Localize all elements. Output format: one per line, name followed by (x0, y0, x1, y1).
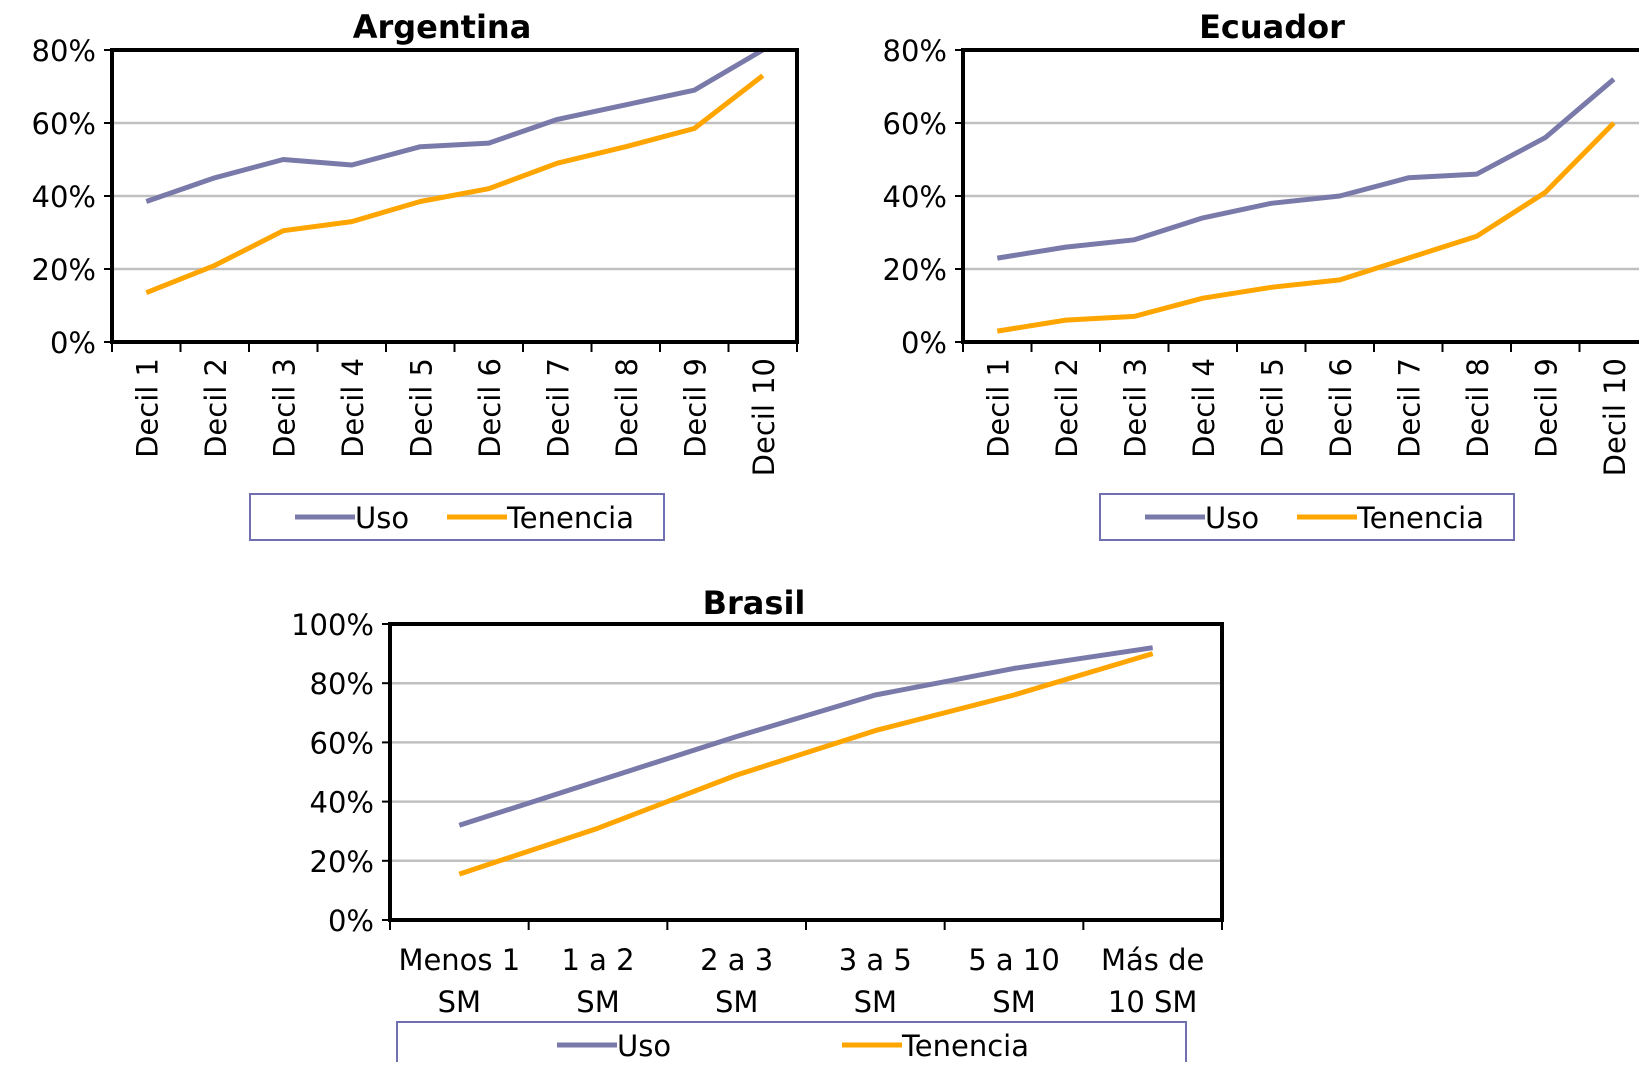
chart-ecuador: Ecuador 0% 20% 40% 60% 80% Decil 1 Decil 2 Decil… (883, 8, 1639, 540)
legend: Uso Tenencia (397, 1022, 1186, 1062)
x-tick-label: SM (576, 985, 619, 1019)
chart-title: Brasil (703, 584, 806, 622)
y-tick-label: 60% (883, 107, 947, 141)
x-tick-label: Decil 10 (1598, 358, 1632, 476)
y-tick-label: 0% (901, 326, 947, 360)
x-tick-label: SM (715, 985, 758, 1019)
x-tick-label: 10 SM (1108, 985, 1198, 1019)
x-tick-label: SM (854, 985, 897, 1019)
x-tick-label: Menos 1 (398, 943, 520, 977)
y-tick-label: 60% (32, 107, 96, 141)
x-tick-label: 1 a 2 (561, 943, 634, 977)
x-tick-label: Decil 8 (1461, 358, 1495, 458)
chart-title: Argentina (353, 8, 532, 46)
x-tick-label: Decil 10 (747, 358, 781, 476)
x-tick-label: Decil 7 (1392, 358, 1426, 458)
y-tick-label: 20% (883, 253, 947, 287)
legend: Uso Tenencia (1100, 494, 1514, 540)
y-tick-label: 40% (883, 180, 947, 214)
x-tick-label: Decil 6 (473, 358, 507, 458)
x-tick-label: Decil 1 (981, 358, 1015, 458)
x-tick-label: Decil 5 (1255, 358, 1289, 458)
x-tick-label: SM (992, 985, 1035, 1019)
chart-argentina: Argentina 0% 20% 40% 60% 80% Decil 1 Decil 2 Dec… (32, 8, 797, 540)
y-tick-label: 80% (883, 34, 947, 68)
series-line-uso (146, 50, 763, 202)
y-tick-label: 60% (310, 726, 374, 760)
legend-label: Uso (617, 1029, 671, 1062)
legend-label: Tenencia (1356, 501, 1484, 535)
y-tick-label: 80% (310, 667, 374, 701)
x-tick-label: Decil 1 (130, 358, 164, 458)
y-tick-label: 40% (32, 180, 96, 214)
x-tick-label: Decil 3 (267, 358, 301, 458)
series-line-tenencia (146, 76, 763, 293)
legend-label: Tenencia (901, 1029, 1029, 1062)
x-tick-label: Decil 6 (1324, 358, 1358, 458)
legend-label: Tenencia (506, 501, 634, 535)
x-tick-label: Decil 5 (404, 358, 438, 458)
series-line-uso (459, 648, 1152, 826)
x-tick-label: SM (438, 985, 481, 1019)
x-tick-label: Decil 8 (610, 358, 644, 458)
chart-brasil: Brasil 0% 20% 40% 60% 80% 100% Menos 1 SM 1 a 2 SM… (291, 584, 1222, 1062)
y-tick-label: 0% (50, 326, 96, 360)
x-tick-label: Decil 9 (1529, 358, 1563, 458)
legend-box (397, 1022, 1186, 1062)
x-tick-label: Decil 2 (1050, 358, 1084, 458)
x-tick-label: Más de (1101, 943, 1204, 977)
x-tick-label: Decil 9 (678, 358, 712, 458)
x-tick-label: Decil 2 (199, 358, 233, 458)
y-tick-label: 20% (32, 253, 96, 287)
chart-title: Ecuador (1199, 8, 1345, 46)
legend: Uso Tenencia (250, 494, 664, 540)
y-tick-label: 40% (310, 786, 374, 820)
legend-label: Uso (1205, 501, 1259, 535)
y-tick-label: 100% (291, 608, 374, 642)
legend-label: Uso (355, 501, 409, 535)
series-line-tenencia (997, 123, 1614, 331)
x-tick-label: Decil 3 (1118, 358, 1152, 458)
series-line-tenencia (459, 654, 1152, 875)
x-tick-label: 3 a 5 (839, 943, 912, 977)
x-tick-label: Decil 7 (541, 358, 575, 458)
series-line-uso (997, 79, 1614, 258)
x-tick-label: 2 a 3 (700, 943, 773, 977)
x-tick-label: Decil 4 (1187, 358, 1221, 458)
x-tick-label: 5 a 10 (968, 943, 1060, 977)
y-tick-label: 80% (32, 34, 96, 68)
y-tick-label: 20% (310, 845, 374, 879)
y-tick-label: 0% (328, 904, 374, 938)
x-tick-label: Decil 4 (336, 358, 370, 458)
